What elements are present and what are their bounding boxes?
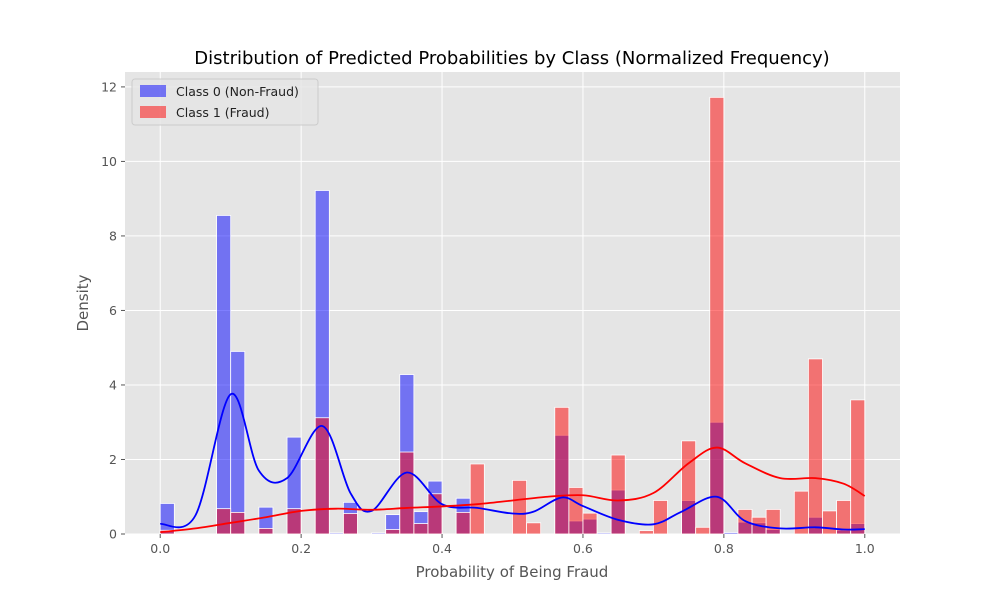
y-tick-label: 2	[109, 452, 117, 467]
legend-swatch-class0	[140, 85, 166, 97]
kde-curves	[160, 393, 866, 534]
legend-label-class0: Class 0 (Non-Fraud)	[176, 84, 299, 99]
bar-class1	[413, 523, 429, 535]
bar-class1	[681, 440, 697, 535]
y-axis-label: Density	[74, 274, 92, 331]
bar-class0	[230, 351, 246, 535]
bar-class1	[258, 528, 274, 535]
bar-class1	[512, 479, 527, 535]
y-tick-label: 8	[109, 228, 117, 243]
y-tick-label: 6	[109, 303, 117, 318]
bar-class1	[469, 463, 485, 535]
bar-class1	[582, 512, 598, 535]
bar-class0	[371, 532, 387, 535]
bar-class1	[850, 399, 866, 535]
legend-box	[131, 78, 319, 126]
bar-class1	[526, 522, 542, 535]
tick-labels: 0.0 0.2 0.4 0.6 0.8 1.0 0 2 4 6 8 10 12	[101, 79, 875, 556]
bar-class1	[343, 513, 358, 535]
x-tick-label: 0.6	[573, 541, 593, 556]
y-tick-label: 4	[109, 377, 117, 392]
chart-title: Distribution of Predicted Probabilities …	[194, 48, 829, 69]
x-tick-label: 0.0	[150, 541, 170, 556]
bar-class0	[159, 503, 175, 535]
legend-swatch-class1	[140, 106, 166, 118]
bar-class1	[286, 508, 302, 535]
bar-class1	[695, 526, 711, 535]
bars-class1	[159, 96, 866, 535]
bar-class1	[455, 511, 471, 535]
bar-class1	[638, 530, 654, 535]
bar-class1	[568, 487, 584, 535]
kde-curve-class1	[160, 446, 866, 534]
x-tick-label: 0.4	[432, 541, 452, 556]
bar-class1	[427, 493, 443, 535]
bar-class1	[610, 454, 626, 535]
bar-class0	[596, 532, 612, 535]
bar-class0	[723, 532, 739, 535]
bar-class1	[554, 406, 570, 535]
bar-class1	[314, 417, 330, 535]
bar-class1	[216, 508, 232, 535]
kde-curve-class0	[160, 393, 865, 531]
legend: Class 0 (Non-Fraud) Class 1 (Fraud)	[131, 78, 319, 126]
bar-class1	[653, 500, 668, 535]
bar-class1	[822, 510, 837, 535]
x-tick-label: 1.0	[855, 541, 875, 556]
bar-class1	[385, 529, 401, 535]
x-tick-label: 0.2	[291, 541, 311, 556]
x-tick-label: 0.8	[714, 541, 734, 556]
y-tick-label: 10	[101, 154, 117, 169]
y-tick-label: 0	[109, 527, 117, 542]
bar-class1	[399, 451, 415, 535]
bar-class1	[808, 358, 823, 535]
bar-class1	[709, 96, 725, 535]
bar-class0	[328, 532, 344, 535]
legend-label-class1: Class 1 (Fraud)	[176, 105, 269, 120]
bar-class0	[216, 215, 232, 535]
x-axis-label: Probability of Being Fraud	[416, 563, 609, 581]
y-tick-label: 12	[101, 79, 117, 94]
bar-class1	[765, 509, 781, 535]
